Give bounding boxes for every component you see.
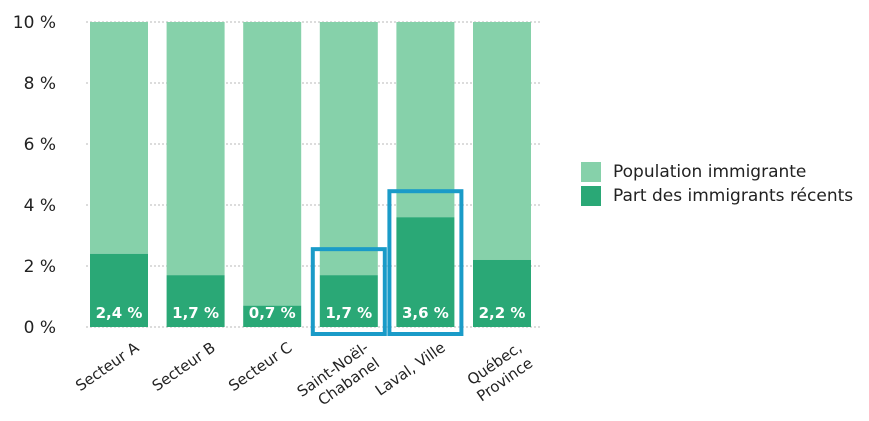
- bar-population-immigrante: [90, 22, 148, 254]
- legend: Population immigrante Part des immigrant…: [581, 160, 853, 208]
- data-label: 2,2 %: [479, 304, 526, 322]
- bar-immigrants-recents: [319, 275, 378, 327]
- bar-population-immigrante: [319, 22, 378, 276]
- x-tick-label: Saint-Noël-Chabanel: [294, 338, 383, 416]
- bar-population-immigrante: [396, 22, 455, 218]
- y-tick-label: 8 %: [24, 74, 56, 94]
- data-label: 0,7 %: [249, 304, 296, 322]
- bar-population-immigrante: [166, 22, 225, 276]
- bar-immigrants-recents: [166, 275, 225, 327]
- x-tick-label: Secteur C: [225, 338, 295, 395]
- bar-population-immigrante: [243, 22, 302, 306]
- x-tick-label-line: Secteur B: [149, 338, 219, 395]
- y-tick-label: 4 %: [24, 196, 56, 216]
- legend-item-population-immigrante: Population immigrante: [581, 160, 853, 184]
- legend-item-immigrants-recents: Part des immigrants récents: [581, 184, 853, 208]
- legend-label: Part des immigrants récents: [613, 186, 854, 206]
- x-tick-label-line: Secteur C: [225, 338, 295, 395]
- y-tick-label: 2 %: [24, 257, 56, 277]
- legend-label: Population immigrante: [613, 162, 807, 182]
- bar-immigrants-recents: [396, 217, 455, 327]
- x-tick-label: Québec,Province: [463, 338, 537, 405]
- y-tick-label: 10 %: [13, 13, 56, 33]
- data-label: 3,6 %: [402, 304, 449, 322]
- highlight-box: [310, 247, 387, 336]
- x-tick-label: Secteur B: [149, 338, 219, 395]
- data-label: 1,7 %: [325, 304, 372, 322]
- bar-immigrants-recents: [90, 253, 148, 327]
- y-tick-label: 0 %: [24, 318, 56, 338]
- highlight-box: [387, 189, 464, 336]
- bar-immigrants-recents: [243, 305, 302, 327]
- x-tick-label-line: Secteur A: [72, 338, 143, 395]
- x-tick-label: Laval, Ville: [372, 338, 449, 399]
- legend-swatch-immigrants-recents: [581, 186, 601, 206]
- y-tick-label: 6 %: [24, 135, 56, 155]
- x-tick-label: Secteur A: [72, 338, 143, 395]
- x-tick-label-line: Laval, Ville: [372, 338, 449, 399]
- data-label: 2,4 %: [96, 304, 143, 322]
- legend-swatch-population-immigrante: [581, 162, 601, 182]
- bar-immigrants-recents: [473, 259, 531, 327]
- data-label: 1,7 %: [172, 304, 219, 322]
- bar-population-immigrante: [473, 22, 531, 260]
